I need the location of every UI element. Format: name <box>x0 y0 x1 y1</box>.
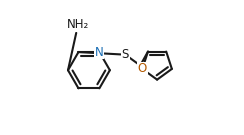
Text: O: O <box>138 62 147 75</box>
Text: NH₂: NH₂ <box>67 18 89 31</box>
Text: N: N <box>95 46 104 59</box>
Text: S: S <box>122 48 129 61</box>
